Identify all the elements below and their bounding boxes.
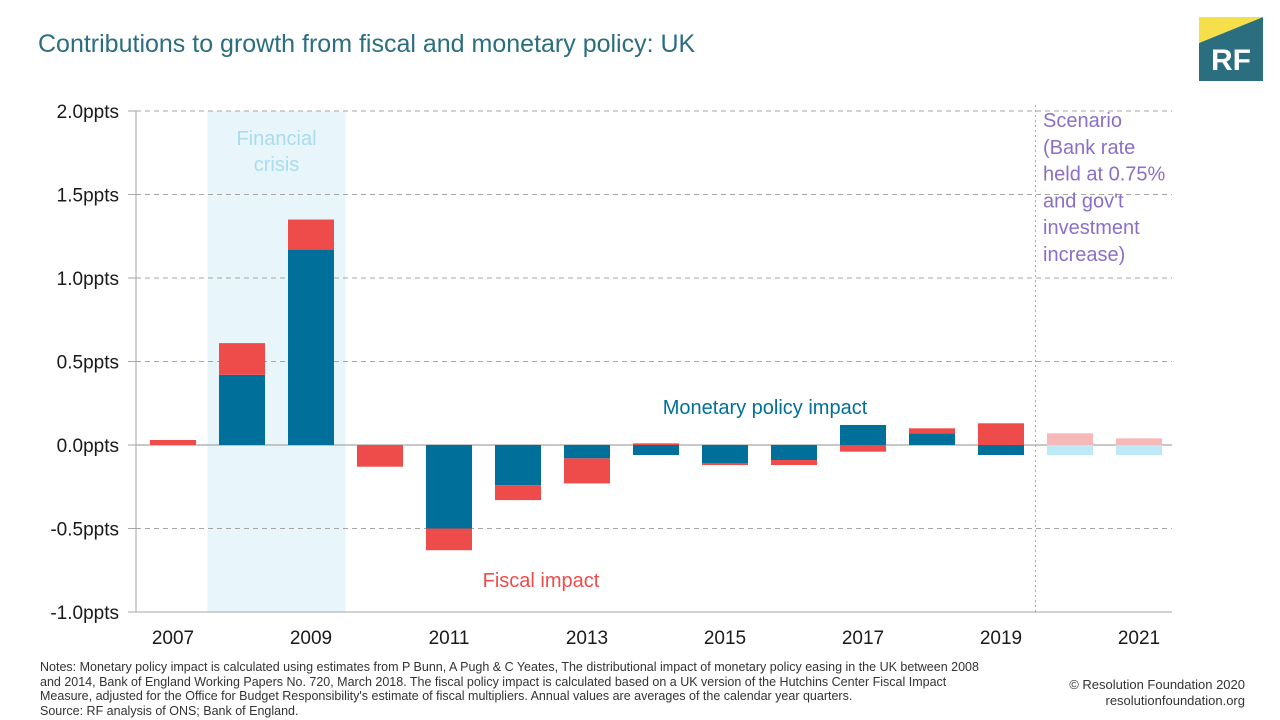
resolution-foundation-logo: RF bbox=[1199, 17, 1263, 81]
fiscal-bar-2015 bbox=[702, 463, 748, 466]
fiscal-bar-2011 bbox=[426, 528, 472, 551]
website-link[interactable]: resolutionfoundation.org bbox=[1105, 693, 1246, 708]
fiscal-impact-label: Fiscal impact bbox=[483, 570, 600, 592]
monetary-bar-2009 bbox=[288, 249, 334, 445]
fiscal-bar-2009 bbox=[288, 219, 334, 250]
credit: © Resolution Foundation 2020 resolutionf… bbox=[1069, 677, 1245, 709]
fiscal-bar-2018 bbox=[909, 428, 955, 434]
y-tick-label: -1.0ppts bbox=[50, 603, 119, 624]
monetary-bar-2015 bbox=[702, 445, 748, 464]
fiscal-bar-2021 bbox=[1116, 438, 1162, 445]
copyright-text: © Resolution Foundation 2020 bbox=[1069, 677, 1245, 692]
monetary-bar-2012 bbox=[495, 445, 541, 486]
monetary-bar-2019 bbox=[978, 445, 1024, 456]
financial-crisis-label: Financial bbox=[236, 128, 316, 150]
chart-notes: Notes: Monetary policy impact is calcula… bbox=[40, 660, 1060, 718]
monetary-bar-2020 bbox=[1047, 445, 1093, 456]
fiscal-bar-2008 bbox=[219, 343, 265, 375]
x-tick-label: 2015 bbox=[704, 628, 746, 649]
monetary-bar-2013 bbox=[564, 445, 610, 459]
scenario-label: Scenario bbox=[1043, 110, 1122, 132]
chart-title: Contributions to growth from fiscal and … bbox=[38, 30, 696, 58]
x-tick-label: 2019 bbox=[980, 628, 1022, 649]
chart-labels: Financial crisis Monetary policy impact Fis… bbox=[236, 110, 1165, 592]
y-tick-label: 0.0ppts bbox=[57, 436, 119, 457]
x-tick-label: 2011 bbox=[429, 628, 470, 649]
monetary-bar-2018 bbox=[909, 433, 955, 445]
y-tick-label: 2.0ppts bbox=[57, 102, 119, 123]
fiscal-bar-2016 bbox=[771, 460, 817, 466]
scenario-label: (Bank rate bbox=[1043, 137, 1135, 159]
scenario-label: and gov't bbox=[1043, 190, 1124, 212]
financial-crisis-label: crisis bbox=[254, 154, 300, 176]
y-tick-label: 1.0ppts bbox=[57, 269, 119, 290]
scenario-label: investment bbox=[1043, 217, 1140, 239]
scenario-label: held at 0.75% bbox=[1043, 164, 1166, 186]
monetary-bar-2011 bbox=[426, 445, 472, 529]
monetary-bar-2008 bbox=[219, 374, 265, 445]
y-tick-label: 0.5ppts bbox=[57, 353, 119, 374]
notes-line: Measure, adjusted for the Office for Bud… bbox=[40, 689, 853, 703]
x-tick-label: 2017 bbox=[842, 628, 884, 649]
fiscal-bar-2014 bbox=[633, 443, 679, 445]
monetary-bar-2017 bbox=[840, 424, 886, 445]
monetary-bar-2014 bbox=[633, 445, 679, 456]
source-line: Source: RF analysis of ONS; Bank of Engl… bbox=[40, 703, 299, 718]
x-tick-label: 2021 bbox=[1118, 628, 1160, 649]
chart-canvas: 2.0ppts 1.5ppts 1.0ppts 0.5ppts 0.0ppts -0.5p… bbox=[50, 102, 1172, 649]
x-tick-label: 2013 bbox=[566, 628, 608, 649]
monetary-policy-label: Monetary policy impact bbox=[663, 397, 868, 419]
monetary-bar-2016 bbox=[771, 445, 817, 461]
fiscal-bar-2019 bbox=[978, 423, 1024, 445]
x-tick-label: 2007 bbox=[152, 628, 194, 649]
fiscal-bar-2017 bbox=[840, 445, 886, 452]
y-tick-label: -0.5ppts bbox=[50, 520, 119, 541]
bars bbox=[150, 219, 1162, 551]
y-tick-label: 1.5ppts bbox=[57, 186, 119, 207]
monetary-bar-2021 bbox=[1116, 445, 1162, 456]
fiscal-bar-2012 bbox=[495, 485, 541, 501]
fiscal-bar-2020 bbox=[1047, 433, 1093, 445]
scenario-label: increase) bbox=[1043, 244, 1125, 266]
notes-line: and 2014, Bank of England Working Papers… bbox=[40, 674, 947, 689]
fiscal-bar-2013 bbox=[564, 458, 610, 484]
x-tick-label: 2009 bbox=[290, 628, 332, 649]
fiscal-bar-2007 bbox=[150, 439, 196, 445]
fiscal-bar-2010 bbox=[357, 445, 403, 467]
logo-text: RF bbox=[1211, 44, 1251, 77]
notes-line: Notes: Monetary policy impact is calcula… bbox=[40, 660, 979, 674]
